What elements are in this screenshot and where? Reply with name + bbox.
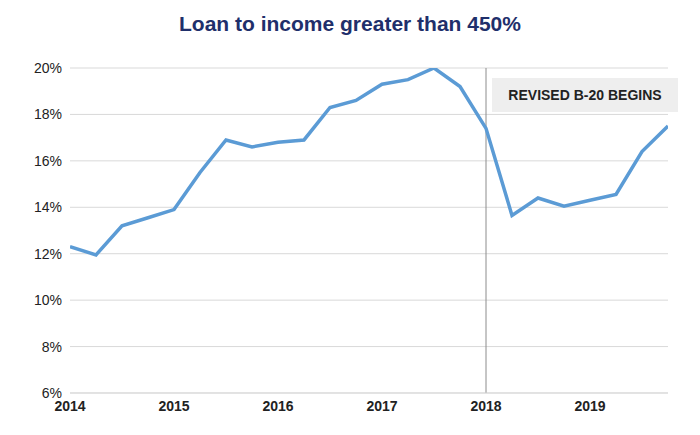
- svg-text:2019: 2019: [574, 398, 605, 414]
- svg-text:2017: 2017: [366, 398, 397, 414]
- html-text:Loan to income greater than 45: Loan to income greater than 450%: [179, 12, 521, 35]
- svg-text:2015: 2015: [158, 398, 189, 414]
- svg-text:2014: 2014: [54, 397, 86, 414]
- svg-text:2016: 2016: [262, 398, 293, 414]
- svg-text:8%: 8%: [42, 339, 62, 355]
- svg-text:18%: 18%: [34, 106, 62, 122]
- svg-text:REVISED B-20 BEGINS: REVISED B-20 BEGINS: [508, 87, 661, 103]
- svg-text:12%: 12%: [34, 246, 62, 262]
- svg-text:2018: 2018: [470, 398, 501, 414]
- svg-text:20%: 20%: [34, 60, 62, 76]
- svg-text:10%: 10%: [34, 292, 62, 308]
- svg-text:14%: 14%: [34, 199, 62, 215]
- svg-text:16%: 16%: [34, 153, 62, 169]
- svg-text:6%: 6%: [42, 385, 62, 401]
